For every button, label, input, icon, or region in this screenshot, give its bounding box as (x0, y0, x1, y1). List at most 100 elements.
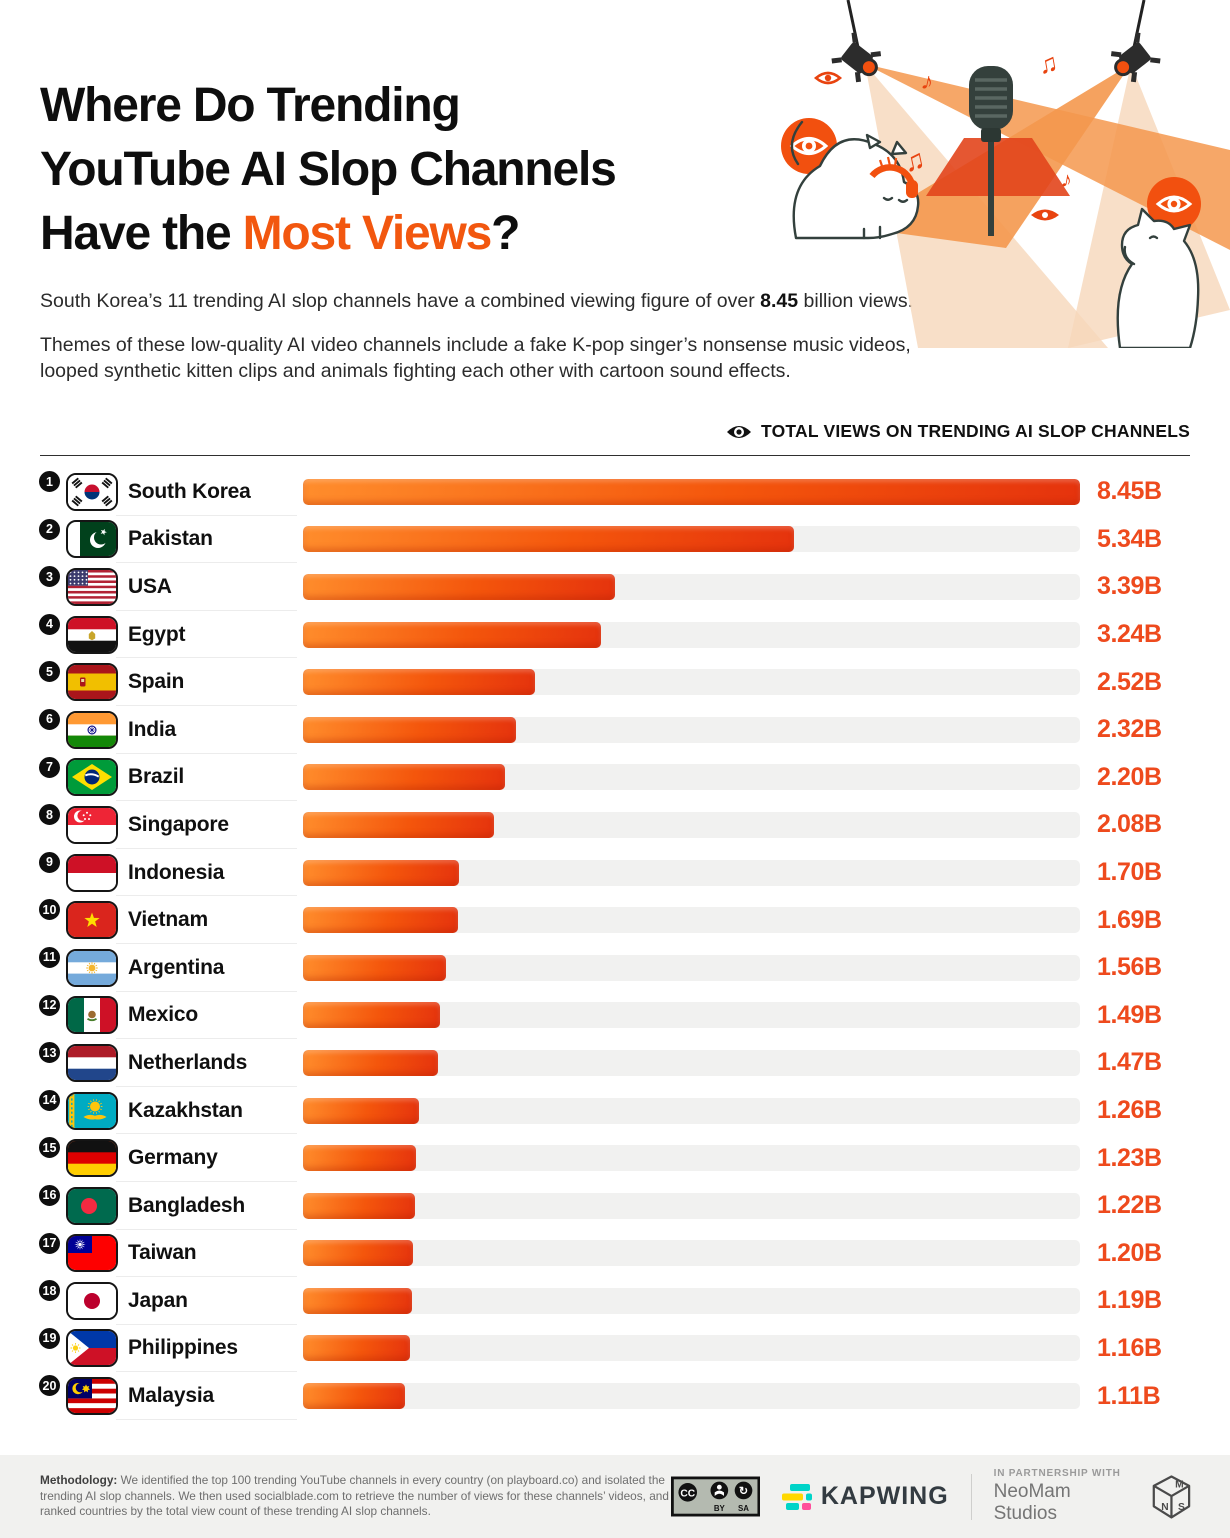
bar-track (303, 1002, 1080, 1029)
flag-group: 11 (37, 944, 128, 992)
chart-row: 6 India 2.32B (37, 706, 1190, 754)
value-label: 1.22B (1097, 1191, 1162, 1220)
bar-track (303, 811, 1080, 838)
value-label: 1.23B (1097, 1143, 1162, 1172)
bar-fill (303, 1097, 419, 1124)
country-label: Taiwan (128, 1241, 197, 1265)
chart-legend: TOTAL VIEWS ON TRENDING AI SLOP CHANNELS (726, 421, 1190, 442)
eye-badge-icon (1147, 177, 1201, 231)
bar-track (303, 573, 1080, 600)
svg-text:M: M (1175, 1479, 1184, 1490)
value-label: 2.20B (1097, 762, 1162, 791)
country-label: Japan (128, 1288, 188, 1312)
value-label: 3.39B (1097, 572, 1162, 601)
music-note-icon: ♪ (919, 67, 936, 96)
flag-icon-us (66, 567, 118, 606)
country-label: Egypt (128, 622, 186, 646)
rank-badge: 17 (37, 1230, 62, 1256)
chart-row: 10 Vietnam 1.69B (37, 896, 1190, 944)
flag-group: 12 (37, 992, 128, 1040)
methodology-label: Methodology: (40, 1473, 118, 1488)
rank-badge: 13 (37, 1040, 62, 1066)
license-sa-label: SA (738, 1504, 749, 1513)
license-by-label: BY (713, 1504, 725, 1513)
rank-badge: 4 (37, 611, 62, 637)
chart-row: 12 Mexico 1.49B (37, 992, 1190, 1040)
bar-track (303, 1145, 1080, 1172)
svg-text:↻: ↻ (738, 1486, 747, 1498)
bar-fill (303, 859, 460, 886)
value-label: 1.56B (1097, 953, 1162, 982)
row-label-area: 7 Brazil (37, 754, 303, 802)
row-label-area: 20 Malaysia (37, 1372, 303, 1420)
flag-icon-eg (66, 615, 118, 654)
row-label-area: 4 Egypt (37, 611, 303, 659)
light-beam-overlap (926, 138, 1070, 196)
flag-group: 2 (37, 516, 128, 564)
country-label: Pakistan (128, 527, 213, 551)
bar-fill (303, 1335, 410, 1362)
chart-row: 17 Taiwan 1.20B (37, 1230, 1190, 1278)
music-note-icon: ♫ (1036, 47, 1060, 80)
bar-track (303, 1049, 1080, 1076)
flag-group: 9 (37, 849, 128, 897)
cat-stripes (878, 156, 898, 170)
header-illustration: ♪ ♫ ♫ ♪ (781, 0, 1230, 348)
chart-row: 3 USA 3.39B (37, 563, 1190, 611)
svg-text:N: N (1161, 1502, 1168, 1513)
flag-group: 16 (37, 1182, 128, 1230)
bar-track (303, 764, 1080, 791)
country-label: Philippines (128, 1336, 238, 1360)
flag-group: 15 (37, 1134, 128, 1182)
rank-badge: 10 (37, 897, 62, 923)
bar-fill (303, 811, 495, 838)
rank-badge: 14 (37, 1087, 62, 1113)
country-label: Brazil (128, 765, 184, 789)
bar-fill (303, 1240, 414, 1267)
flag-icon-pk (66, 520, 118, 559)
chart-row: 15 Germany 1.23B (37, 1134, 1190, 1182)
bar-track (303, 1287, 1080, 1314)
rank-badge: 5 (37, 659, 62, 685)
chart-row: 13 Netherlands 1.47B (37, 1039, 1190, 1087)
flag-icon-de (66, 1139, 118, 1178)
value-label: 2.52B (1097, 667, 1162, 696)
country-label: Vietnam (128, 908, 208, 932)
bar-fill (303, 954, 447, 981)
chart-row: 7 Brazil 2.20B (37, 754, 1190, 802)
chart-row: 16 Bangladesh 1.22B (37, 1182, 1190, 1230)
chart-row: 19 Philippines 1.16B (37, 1325, 1190, 1373)
value-label: 2.32B (1097, 715, 1162, 744)
row-label-area: 6 India (37, 706, 303, 754)
bar-track (303, 1240, 1080, 1267)
title-line-2: YouTube AI Slop Channels (40, 143, 617, 197)
flag-icon-bd (66, 1186, 118, 1225)
bar-fill (303, 764, 506, 791)
spotlight-icon (831, 32, 882, 83)
flag-icon-tw (66, 1234, 118, 1273)
country-label: Bangladesh (128, 1193, 246, 1217)
cat-headphone-pad (906, 180, 918, 198)
country-label: Spain (128, 670, 185, 694)
bar-track (303, 716, 1080, 743)
value-label: 1.19B (1097, 1286, 1162, 1315)
row-label-area: 9 Indonesia (37, 849, 303, 897)
chart-row: 20 Malaysia 1.11B (37, 1372, 1190, 1420)
country-label: India (128, 717, 177, 741)
row-label-area: 18 Japan (37, 1277, 303, 1325)
bar-track (303, 478, 1080, 505)
row-label-area: 19 Philippines (37, 1325, 303, 1373)
rank-badge: 11 (37, 944, 62, 970)
country-label: Argentina (128, 955, 225, 979)
bar-fill (303, 1383, 406, 1410)
row-label-area: 5 Spain (37, 658, 303, 706)
methodology-text: Methodology: We identified the top 100 t… (40, 1473, 669, 1519)
flag-group: 3 (37, 563, 128, 611)
bar-fill (303, 716, 517, 743)
row-label-area: 1 South Korea (37, 468, 303, 516)
bar-fill (303, 669, 535, 696)
bar-track (303, 859, 1080, 886)
value-label: 1.49B (1097, 1000, 1162, 1029)
value-label: 1.69B (1097, 905, 1162, 934)
title-accent: Most Views (242, 207, 493, 261)
